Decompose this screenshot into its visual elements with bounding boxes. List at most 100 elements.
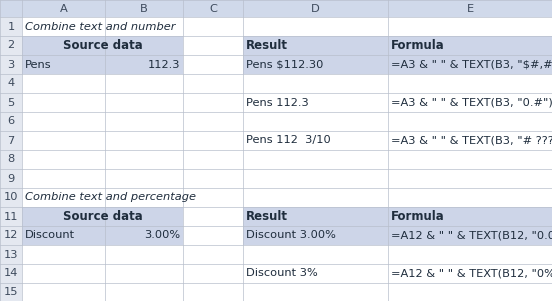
- Bar: [183, 150, 243, 169]
- Text: Source data: Source data: [62, 39, 142, 52]
- Bar: [388, 264, 552, 283]
- Text: E: E: [466, 4, 474, 14]
- Bar: [0, 188, 22, 207]
- Bar: [105, 112, 183, 131]
- Text: 3: 3: [7, 60, 14, 70]
- Bar: [0, 112, 22, 131]
- Text: D: D: [311, 4, 320, 14]
- Bar: [22, 226, 105, 245]
- Bar: [22, 17, 105, 36]
- Text: Result: Result: [246, 210, 288, 223]
- Text: 1: 1: [7, 21, 14, 32]
- Text: Pens: Pens: [25, 60, 52, 70]
- Bar: [183, 93, 243, 112]
- Bar: [22, 93, 105, 112]
- Bar: [183, 55, 243, 74]
- Bar: [388, 188, 552, 207]
- Bar: [22, 226, 105, 245]
- Bar: [243, 207, 388, 226]
- Bar: [22, 112, 105, 131]
- Text: =A12 & " " & TEXT(B12, "0.00%"): =A12 & " " & TEXT(B12, "0.00%"): [391, 231, 552, 240]
- Bar: [105, 17, 183, 36]
- Bar: [0, 131, 22, 150]
- Bar: [243, 36, 388, 55]
- Bar: [22, 74, 105, 93]
- Text: 3.00%: 3.00%: [144, 231, 180, 240]
- Bar: [388, 226, 552, 245]
- Bar: [105, 36, 183, 55]
- Text: Discount 3.00%: Discount 3.00%: [246, 231, 336, 240]
- Bar: [105, 169, 183, 188]
- Bar: [183, 169, 243, 188]
- Bar: [0, 93, 22, 112]
- Bar: [183, 74, 243, 93]
- Bar: [0, 36, 22, 55]
- Bar: [388, 112, 552, 131]
- Bar: [243, 169, 388, 188]
- Bar: [243, 226, 388, 245]
- Text: 10: 10: [4, 193, 18, 203]
- Text: =A3 & " " & TEXT(B3, "# ???/???"): =A3 & " " & TEXT(B3, "# ???/???"): [391, 135, 552, 145]
- Text: 4: 4: [7, 79, 14, 88]
- Bar: [105, 150, 183, 169]
- Bar: [183, 112, 243, 131]
- Text: =A3 & " " & TEXT(B3, "0.#"): =A3 & " " & TEXT(B3, "0.#"): [391, 98, 552, 107]
- Bar: [243, 264, 388, 283]
- Bar: [243, 131, 388, 150]
- Bar: [0, 264, 22, 283]
- Bar: [105, 74, 183, 93]
- Text: 14: 14: [4, 268, 18, 278]
- Bar: [388, 93, 552, 112]
- Bar: [243, 17, 388, 36]
- Bar: [22, 207, 105, 226]
- Bar: [388, 36, 552, 55]
- Bar: [388, 226, 552, 245]
- Bar: [388, 245, 552, 264]
- Bar: [243, 55, 388, 74]
- Bar: [388, 150, 552, 169]
- Text: Pens $112.30: Pens $112.30: [246, 60, 323, 70]
- Bar: [243, 226, 388, 245]
- Text: Source data: Source data: [62, 210, 142, 223]
- Bar: [388, 55, 552, 74]
- Text: 112.3: 112.3: [147, 60, 180, 70]
- Bar: [22, 150, 105, 169]
- Bar: [388, 207, 552, 226]
- Bar: [243, 93, 388, 112]
- Bar: [0, 245, 22, 264]
- Bar: [22, 264, 105, 283]
- Text: Result: Result: [246, 39, 288, 52]
- Text: =A3 & " " & TEXT(B3, "$#,#0.00"): =A3 & " " & TEXT(B3, "$#,#0.00"): [391, 60, 552, 70]
- Bar: [183, 207, 243, 226]
- Bar: [0, 17, 22, 36]
- Bar: [183, 283, 243, 301]
- Text: A: A: [60, 4, 67, 14]
- Bar: [183, 226, 243, 245]
- Bar: [105, 226, 183, 245]
- Text: 12: 12: [4, 231, 18, 240]
- Bar: [22, 55, 105, 74]
- Bar: [0, 74, 22, 93]
- Bar: [388, 17, 552, 36]
- Bar: [183, 264, 243, 283]
- Bar: [183, 131, 243, 150]
- Text: Combine text and percentage: Combine text and percentage: [25, 193, 196, 203]
- Bar: [105, 283, 183, 301]
- Text: 15: 15: [4, 287, 18, 297]
- Bar: [243, 207, 388, 226]
- Bar: [388, 36, 552, 55]
- Bar: [0, 283, 22, 301]
- Bar: [105, 55, 183, 74]
- Bar: [105, 55, 183, 74]
- Text: 5: 5: [7, 98, 14, 107]
- Text: B: B: [140, 4, 148, 14]
- Bar: [243, 188, 388, 207]
- Bar: [243, 55, 388, 74]
- Bar: [22, 131, 105, 150]
- Text: Pens 112  3/10: Pens 112 3/10: [246, 135, 331, 145]
- Bar: [105, 207, 183, 226]
- Bar: [243, 150, 388, 169]
- Bar: [183, 36, 243, 55]
- Bar: [105, 188, 183, 207]
- Text: Formula: Formula: [391, 210, 445, 223]
